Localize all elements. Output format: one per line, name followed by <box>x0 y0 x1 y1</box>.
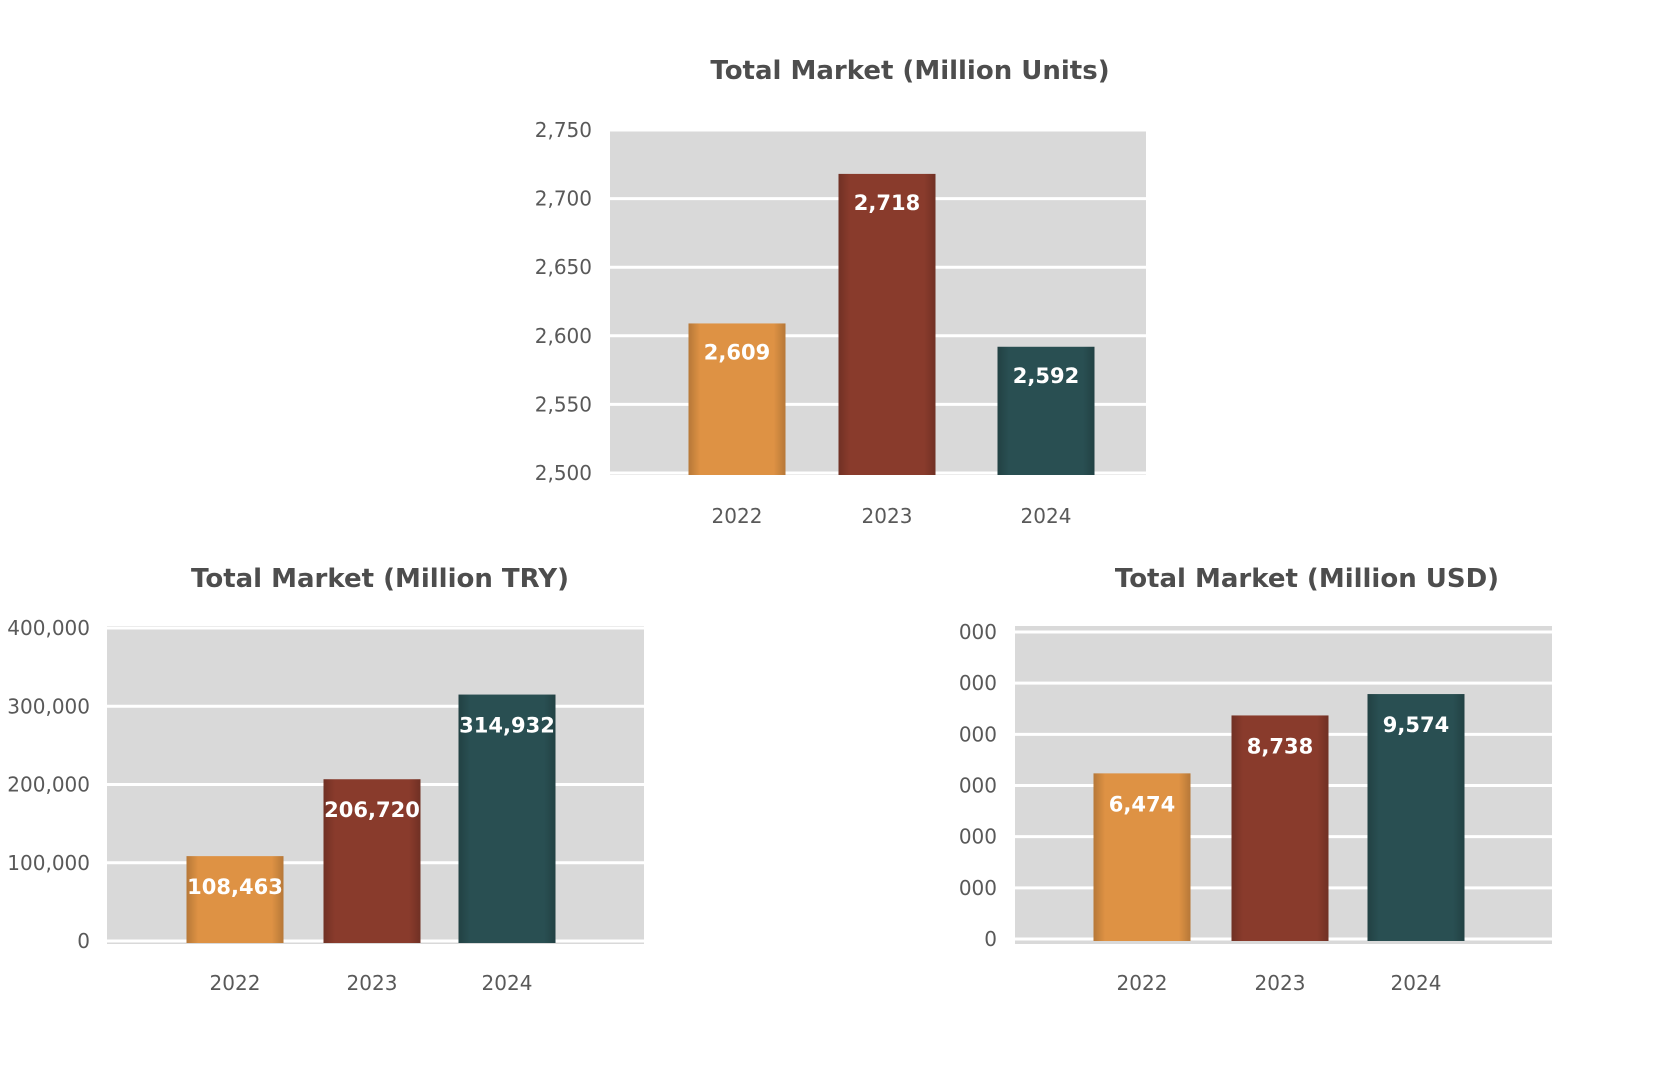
usd-xtick-label: 2023 <box>1255 971 1306 995</box>
usd-xtick-label: 2024 <box>1391 971 1442 995</box>
usd-bar-shade <box>1367 694 1465 941</box>
units-ytick-label: 2,650 <box>535 255 592 279</box>
try-chart: Total Market (Million TRY) 0 100,000 200,0… <box>0 560 760 1070</box>
usd-bar-shade <box>1093 773 1191 941</box>
units-chart-title: Total Market (Million Units) <box>710 56 1110 86</box>
units-chart: Total Market (Million Units) 2,500 2,550 2… <box>0 50 1654 550</box>
try-data-label: 108,463 <box>187 875 283 899</box>
units-ytick-label: 2,500 <box>535 461 592 485</box>
try-ytick-label: 100,000 <box>7 851 90 875</box>
usd-ytick-label: 0 <box>984 927 997 951</box>
try-data-label: 206,720 <box>324 798 420 822</box>
try-xtick-label: 2024 <box>482 971 533 995</box>
units-ytick-label: 2,700 <box>535 187 592 211</box>
usd-ytick-label: 12,000 <box>960 620 997 644</box>
units-bar-shade <box>838 173 936 475</box>
usd-data-label: 8,738 <box>1247 734 1313 758</box>
units-bar-shade <box>688 323 786 475</box>
try-xtick-label: 2022 <box>210 971 261 995</box>
units-ytick-label: 2,550 <box>535 392 592 416</box>
units-data-label: 2,592 <box>1013 364 1079 388</box>
try-data-label: 314,932 <box>459 714 555 738</box>
try-ytick-label: 200,000 <box>7 773 90 797</box>
try-ytick-label: 400,000 <box>7 616 90 640</box>
usd-bar-shade <box>1231 715 1329 941</box>
usd-ytick-label: 8,000 <box>960 722 997 746</box>
usd-data-label: 9,574 <box>1383 713 1449 737</box>
try-bar-shade <box>186 856 284 943</box>
units-xtick-label: 2022 <box>712 504 763 528</box>
units-ytick-label: 2,600 <box>535 324 592 348</box>
try-xtick-label: 2023 <box>347 971 398 995</box>
units-ytick-label: 2,750 <box>535 118 592 142</box>
units-xtick-label: 2024 <box>1021 504 1072 528</box>
units-chart-plot: 2,500 2,550 2,600 2,650 2,700 2,750 2,609 2022 2… <box>535 118 1146 528</box>
try-ytick-label: 0 <box>77 929 90 953</box>
try-chart-plot: 0 100,000 200,000 300,000 400,000 108,463 2022… <box>7 616 644 995</box>
units-xtick-label: 2023 <box>862 504 913 528</box>
usd-ytick-label: 6,000 <box>960 774 997 798</box>
units-data-label: 2,609 <box>704 340 770 364</box>
usd-xtick-label: 2022 <box>1117 971 1168 995</box>
usd-chart-title: Total Market (Million USD) <box>1114 564 1500 594</box>
usd-ytick-label: 10,000 <box>960 671 997 695</box>
units-data-label: 2,718 <box>854 191 920 215</box>
usd-chart-plot: 0 2,000 4,000 6,000 8,000 10,000 12,000 6,474 20… <box>960 620 1552 995</box>
usd-ytick-label: 2,000 <box>960 876 997 900</box>
try-bar-shade <box>458 694 556 943</box>
usd-ytick-label: 4,000 <box>960 825 997 849</box>
try-bar-shade <box>323 779 421 943</box>
try-chart-title: Total Market (Million TRY) <box>191 564 569 594</box>
units-bar-shade <box>997 346 1095 475</box>
try-ytick-label: 300,000 <box>7 694 90 718</box>
usd-chart: Total Market (Million USD) 0 2,000 4,000 6,… <box>960 560 1654 1070</box>
usd-data-label: 6,474 <box>1109 792 1175 816</box>
